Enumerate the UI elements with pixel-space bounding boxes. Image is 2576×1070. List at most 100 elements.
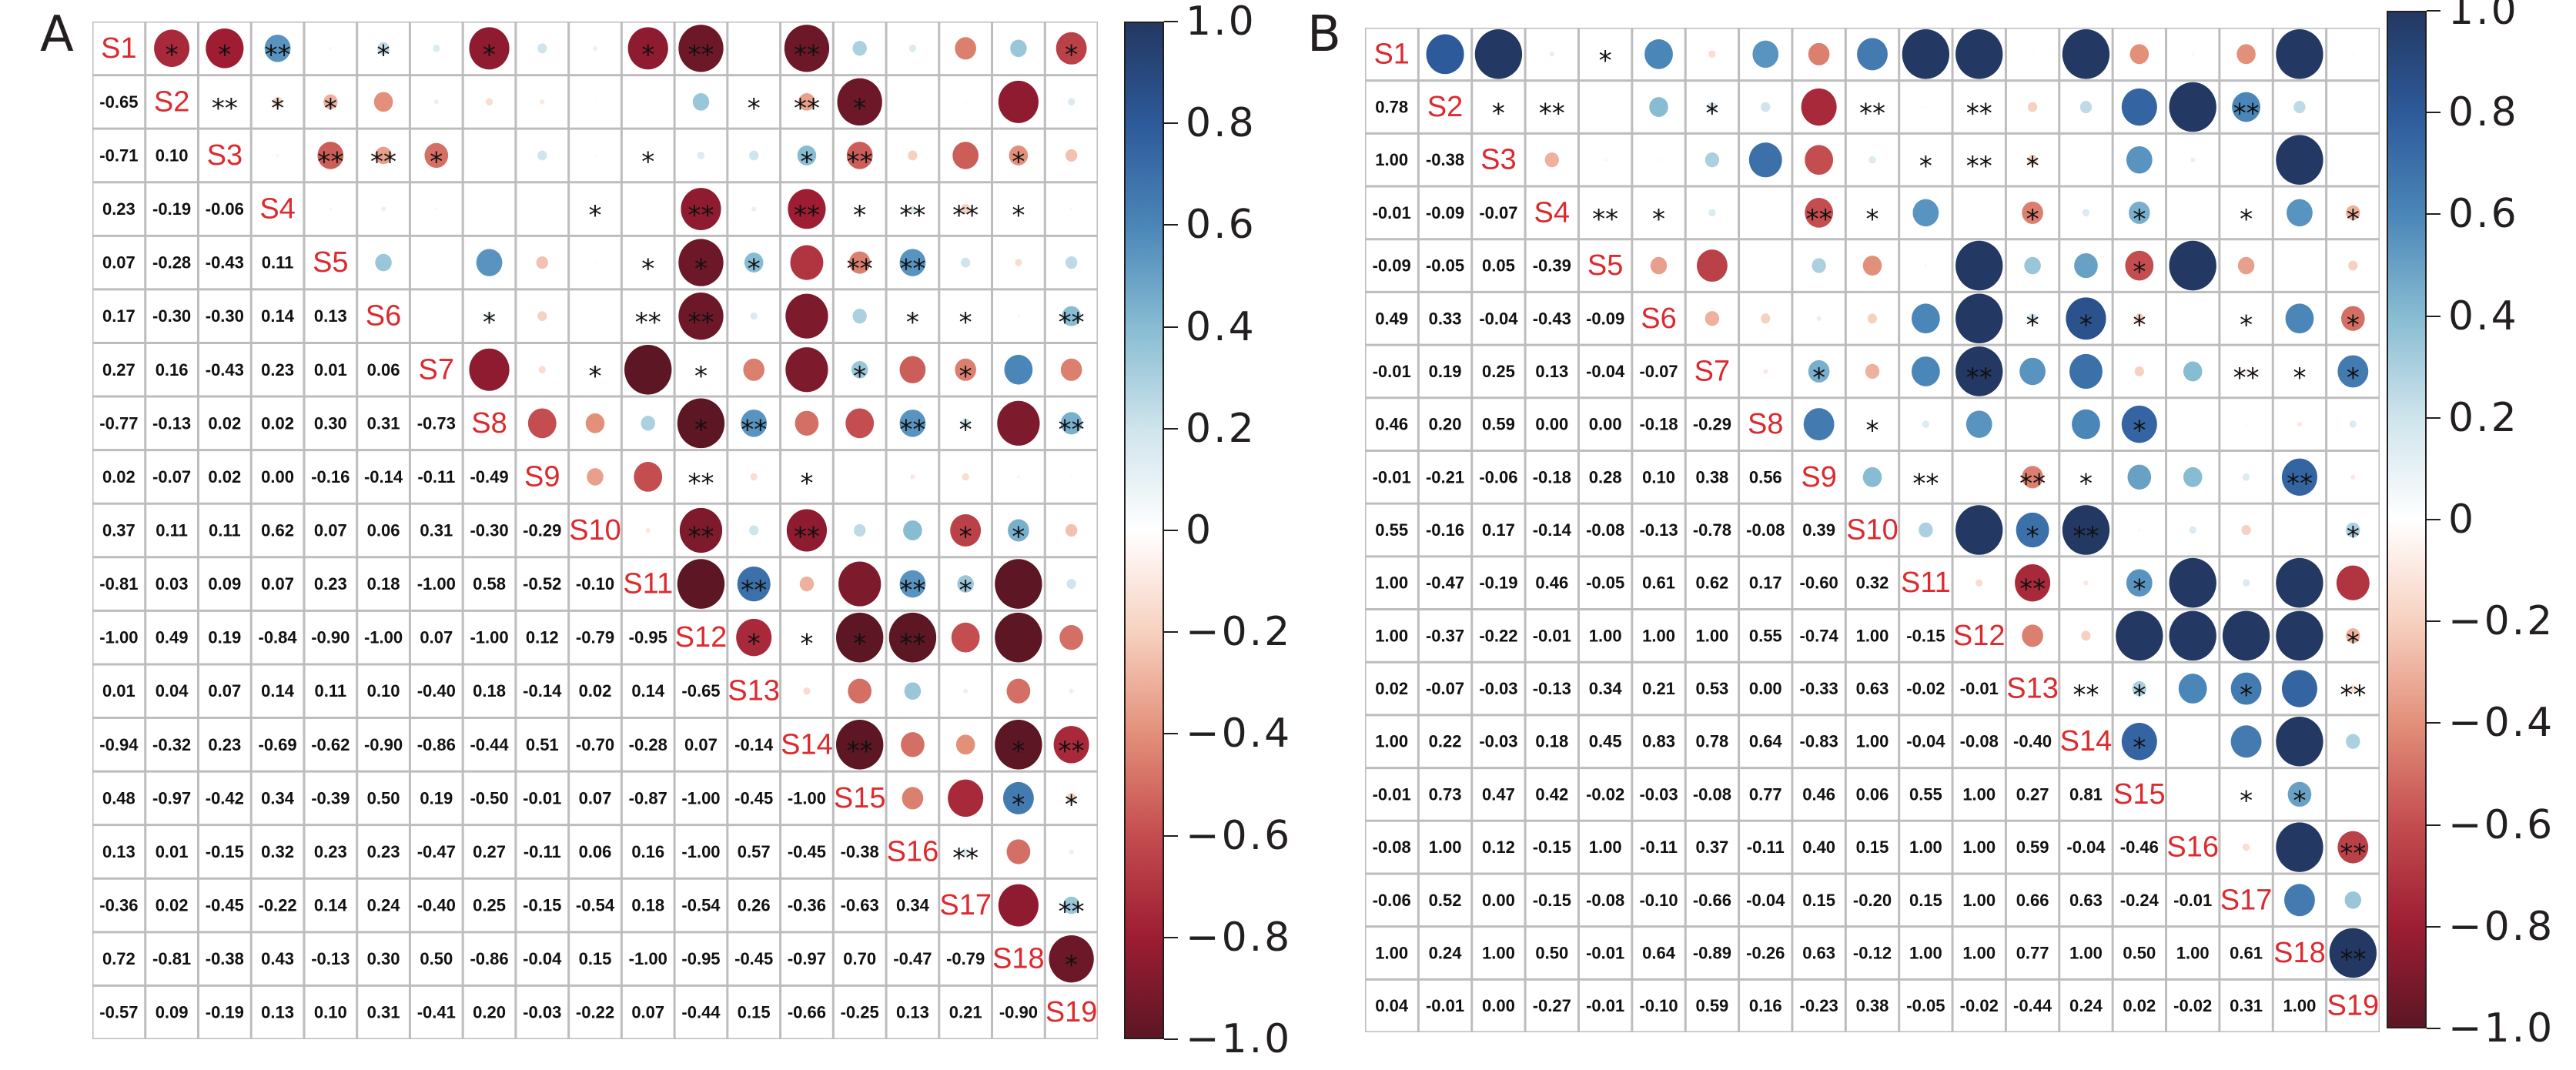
correlation-circle (785, 347, 828, 393)
correlation-value: 1.00 (1482, 943, 1515, 962)
correlation-circle (594, 153, 597, 157)
correlation-value: 0.12 (1482, 838, 1515, 857)
correlation-circle (2169, 82, 2216, 132)
correlation-circle (2024, 256, 2041, 275)
correlation-value: 0.19 (1429, 362, 1462, 381)
correlation-value: 0.02 (102, 467, 135, 487)
significance-marker: * (853, 629, 866, 660)
significance-marker: * (748, 254, 761, 285)
significance-marker: * (1065, 39, 1078, 70)
correlation-value: 0.66 (2016, 891, 2049, 910)
correlation-value: 1.00 (1375, 943, 1408, 962)
correlation-value: 0.10 (1642, 467, 1675, 487)
correlation-circle (2019, 357, 2046, 386)
correlation-circle (858, 207, 861, 211)
correlation-value: 0.07 (208, 681, 241, 701)
correlation-value: -0.37 (1426, 626, 1464, 645)
correlation-circle (835, 612, 884, 663)
correlation-circle (2183, 466, 2203, 487)
correlation-value: 1.00 (1856, 732, 1889, 751)
correlation-value: 0.14 (261, 306, 295, 326)
correlation-value: 0.16 (1749, 996, 1782, 1015)
correlation-value: -1.00 (681, 788, 720, 808)
correlation-value: 0.23 (208, 735, 241, 754)
correlation-value: 0.61 (2230, 943, 2263, 962)
correlation-circle (955, 734, 975, 755)
correlation-circle (594, 261, 597, 265)
significance-marker: ** (2233, 363, 2260, 393)
correlation-value: 0.63 (2069, 891, 2103, 910)
correlation-value: -0.65 (99, 92, 138, 112)
correlation-circle (323, 94, 338, 110)
correlation-circle (645, 527, 651, 533)
correlation-value: -0.02 (1586, 784, 1624, 804)
correlation-circle (899, 249, 926, 276)
correlation-circle (1059, 625, 1083, 650)
correlation-circle (594, 314, 597, 318)
significance-marker: * (1705, 99, 1718, 129)
correlation-value: 0.32 (1856, 573, 1889, 593)
correlation-circle (1705, 152, 1720, 168)
variable-label: S9 (1801, 461, 1836, 493)
correlation-circle (2242, 579, 2250, 587)
correlation-value: 0.13 (314, 306, 347, 326)
correlation-value: -0.86 (470, 949, 508, 968)
significance-marker: ** (1539, 99, 1565, 129)
significance-marker: * (2347, 521, 2360, 552)
correlation-circle (2066, 297, 2106, 340)
colorbar-tick (2427, 10, 2441, 12)
correlation-circle (1812, 258, 1826, 273)
correlation-value: 0.38 (1856, 996, 1889, 1015)
correlation-value: -0.02 (1906, 679, 1945, 698)
correlation-circle (2346, 734, 2360, 749)
correlation-value: 0.42 (1535, 784, 1568, 804)
correlation-circle (837, 78, 882, 126)
colorbar-tick (1164, 733, 1178, 735)
correlation-value: 0.81 (2069, 784, 2103, 804)
correlation-circle (1808, 42, 1830, 65)
correlation-circle (803, 687, 811, 695)
correlation-value: -0.24 (2120, 891, 2159, 910)
correlation-value: 0.25 (473, 896, 506, 915)
significance-marker: * (1012, 146, 1025, 177)
colorbar-tick-label: 1.0 (1186, 0, 1256, 45)
correlation-value: 0.10 (367, 681, 400, 701)
correlation-circle (2126, 569, 2153, 597)
significance-marker: * (2240, 785, 2253, 816)
correlation-value: -0.01 (1373, 467, 1411, 487)
correlation-circle (206, 28, 244, 69)
correlation-circle (1764, 264, 1768, 268)
correlation-value: 0.30 (314, 413, 347, 433)
correlation-value: -0.16 (1426, 520, 1464, 540)
correlation-circle (1069, 849, 1074, 854)
correlation-value: -0.05 (1906, 996, 1945, 1015)
correlation-circle (2276, 557, 2323, 608)
correlation-circle (1055, 32, 1087, 65)
variable-label: S14 (781, 728, 833, 761)
correlation-circle (1977, 211, 1981, 215)
correlation-circle (1805, 198, 1834, 228)
correlation-circle (910, 474, 915, 480)
correlation-value: -0.07 (1639, 362, 1678, 381)
significance-marker: ** (741, 575, 767, 606)
correlation-value: 0.70 (843, 949, 876, 968)
correlation-circle (2230, 672, 2262, 705)
significance-marker: ** (687, 39, 714, 70)
colorbar-tick (1164, 834, 1178, 837)
correlation-value: 0.17 (102, 306, 135, 326)
significance-marker: * (1012, 522, 1025, 553)
significance-marker: ** (2340, 838, 2366, 869)
correlation-value: 1.00 (1375, 626, 1408, 645)
correlation-circle (469, 348, 510, 391)
correlation-value: -0.26 (1746, 943, 1785, 962)
correlation-value: -0.01 (1960, 679, 1999, 698)
variable-label: S1 (101, 32, 136, 65)
significance-marker: * (2133, 416, 2146, 446)
correlation-circle (2337, 831, 2369, 864)
correlation-circle (805, 636, 808, 640)
correlation-value: -0.07 (1426, 679, 1464, 698)
correlation-value: 1.00 (1589, 626, 1622, 645)
significance-marker: * (748, 629, 761, 660)
correlation-circle (963, 313, 969, 319)
colorbar-tick-label: 0.6 (2448, 191, 2519, 238)
